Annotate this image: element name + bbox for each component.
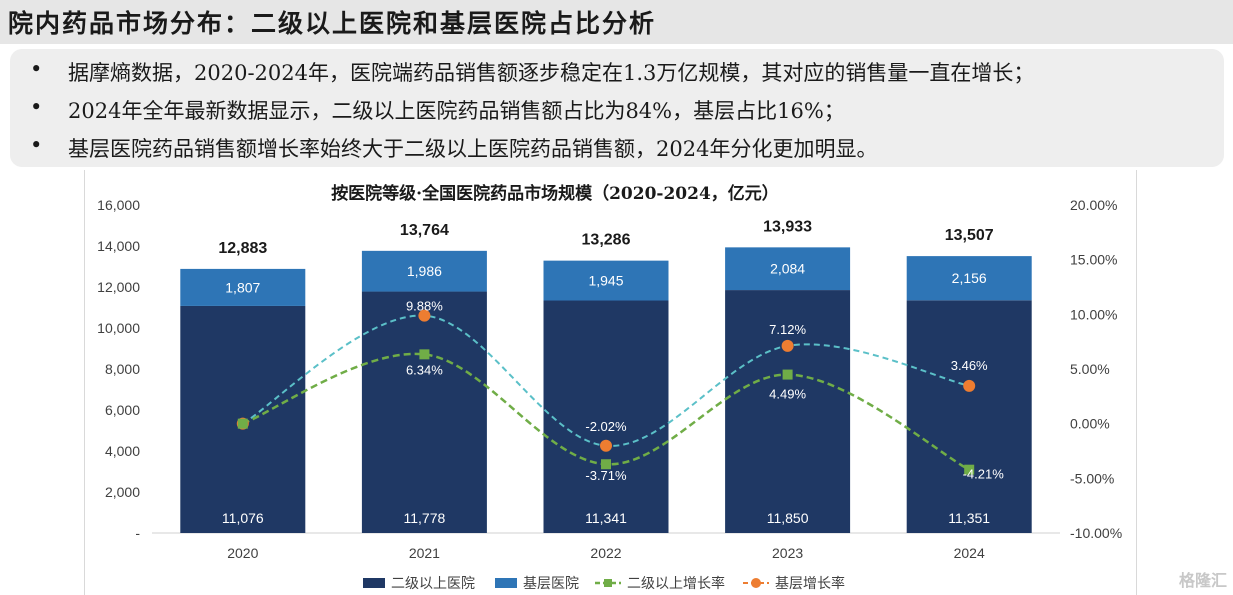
legend-label: 二级以上增长率 <box>627 575 725 591</box>
bar-secondary-hospital <box>906 300 1032 533</box>
y-left-tick-label: 2,000 <box>105 484 140 500</box>
y-right-tick-label: 15.00% <box>1070 252 1117 268</box>
marker-secondary-growth <box>419 349 430 360</box>
chart-title: 按医院等级·全国医院药品市场规模（2020-2024，亿元） <box>331 183 779 204</box>
y-right-tick-label: 10.00% <box>1070 306 1117 322</box>
bar-data-label: 11,778 <box>404 510 446 526</box>
legend-label: 基层医院 <box>523 575 579 591</box>
marker-grassroots-growth <box>418 309 431 322</box>
marker-grassroots-growth <box>781 339 794 352</box>
bar-data-label: 1,945 <box>588 273 623 289</box>
marker-secondary-growth <box>237 418 248 429</box>
line-data-label: 3.46% <box>951 358 988 373</box>
bullet-icon: • <box>30 57 43 81</box>
bar-data-label: 11,076 <box>222 510 264 526</box>
summary-box: • 据摩熵数据，2020-2024年，医院端药品销售额逐步稳定在1.3万亿规模，… <box>10 49 1224 167</box>
y-right-tick-label: 5.00% <box>1070 361 1110 377</box>
bullet-text: 2024年全年最新数据显示，二级以上医院药品销售额占比为84%，基层占比16%； <box>68 99 845 123</box>
y-left-tick-label: 12,000 <box>97 279 140 295</box>
bar-total-label: 13,507 <box>945 227 994 244</box>
legend-swatch <box>751 578 761 588</box>
x-tick-label: 2020 <box>227 545 258 561</box>
legend-swatch <box>363 578 385 588</box>
bar-total-label: 12,883 <box>218 240 267 257</box>
x-tick-label: 2021 <box>409 545 440 561</box>
y-left-tick-label: - <box>135 525 140 541</box>
bar-data-label: 2,156 <box>952 270 987 286</box>
bar-total-label: 13,286 <box>582 232 631 249</box>
legend-swatch <box>495 578 517 588</box>
bar-data-label: 2,084 <box>770 261 805 277</box>
line-data-label: 7.12% <box>769 322 806 337</box>
line-data-label: 4.49% <box>769 387 806 402</box>
bar-data-label: 1,986 <box>407 263 442 279</box>
y-left-tick-label: 8,000 <box>105 361 140 377</box>
line-data-label: 6.34% <box>406 362 443 377</box>
legend-swatch <box>604 579 612 587</box>
bar-total-label: 13,933 <box>763 218 812 235</box>
bullet-text: 据摩熵数据，2020-2024年，医院端药品销售额逐步稳定在1.3万亿规模，其对… <box>68 61 1035 85</box>
line-data-label: -4.21% <box>963 467 1005 482</box>
y-left-tick-label: 6,000 <box>105 402 140 418</box>
bar-data-label: 1,807 <box>225 279 260 295</box>
y-left-tick-label: 10,000 <box>97 320 140 336</box>
bar-secondary-hospital <box>725 290 851 533</box>
line-grassroots-growth <box>242 314 970 447</box>
y-right-tick-label: -5.00% <box>1070 470 1114 486</box>
bullet-icon: • <box>30 95 43 119</box>
marker-secondary-growth <box>964 464 975 475</box>
bar-total-label: 13,764 <box>400 222 449 239</box>
bar-secondary-hospital <box>361 291 487 533</box>
bar-grassroots-hospital <box>543 260 669 301</box>
bar-grassroots-hospital <box>725 247 851 291</box>
y-left-tick-label: 4,000 <box>105 443 140 459</box>
chart-frame <box>84 170 1137 595</box>
legend-label: 二级以上医院 <box>391 575 475 591</box>
y-left-tick-label: 14,000 <box>97 238 140 254</box>
title-bar: 院内药品市场分布：二级以上医院和基层医院占比分析 <box>0 0 1233 44</box>
line-data-label: 9.88% <box>406 299 443 314</box>
marker-grassroots-growth <box>963 379 976 392</box>
x-tick-label: 2023 <box>772 545 803 561</box>
line-data-label: -2.02% <box>585 419 627 434</box>
page-title: 院内药品市场分布：二级以上医院和基层医院占比分析 <box>8 9 657 38</box>
y-right-tick-label: 20.00% <box>1070 197 1117 213</box>
x-tick-label: 2022 <box>590 545 621 561</box>
marker-secondary-growth <box>601 459 611 470</box>
bullet-text: 基层医院药品销售额增长率始终大于二级以上医院药品销售额，2024年分化更加明显。 <box>68 137 878 161</box>
bar-secondary-hospital <box>543 300 669 533</box>
bar-grassroots-hospital <box>906 256 1032 301</box>
bar-grassroots-hospital <box>180 268 306 306</box>
bullet-icon: • <box>30 133 43 157</box>
bar-grassroots-hospital <box>361 250 487 292</box>
bar-data-label: 11,850 <box>767 510 809 526</box>
marker-secondary-growth <box>782 369 793 380</box>
bar-data-label: 11,341 <box>585 510 627 526</box>
watermark-logo: 格隆汇 <box>1178 573 1227 590</box>
marker-grassroots-growth <box>600 439 612 452</box>
y-right-tick-label: 0.00% <box>1070 416 1110 432</box>
line-data-label: -3.71% <box>585 468 627 483</box>
bar-data-label: 11,351 <box>948 510 990 526</box>
y-right-tick-label: -10.00% <box>1070 525 1122 541</box>
legend-label: 基层增长率 <box>775 575 845 591</box>
y-left-tick-label: 16,000 <box>97 197 140 213</box>
x-tick-label: 2024 <box>954 545 985 561</box>
